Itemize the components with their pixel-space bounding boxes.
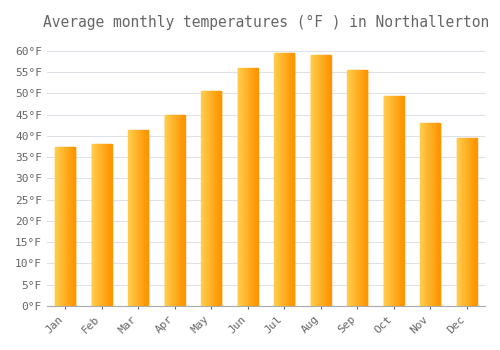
Title: Average monthly temperatures (°F ) in Northallerton: Average monthly temperatures (°F ) in No… xyxy=(43,15,489,30)
